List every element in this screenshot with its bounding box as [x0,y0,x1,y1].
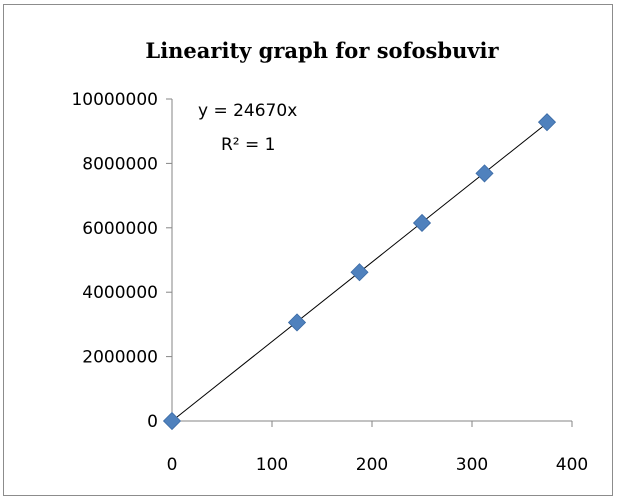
y-tick-label-2: 4000000 [82,283,158,303]
y-axis-ticks: 0 2000000 4000000 6000000 8000000 10000000 [71,90,172,432]
y-tick-label-0: 0 [147,412,158,432]
y-tick-label-4: 8000000 [82,154,158,174]
data-point-4 [475,164,494,183]
x-tick-label-4: 400 [556,455,588,475]
chart-area: Linearity graph for sofosbuvir 0 2000000 4… [3,4,613,496]
data-point-0 [162,411,182,431]
y-tick-label-3: 6000000 [82,219,158,239]
y-tick-label-1: 2000000 [82,348,158,368]
data-point-3 [412,213,432,233]
x-tick-label-0: 0 [167,455,178,475]
x-tick-label-2: 200 [356,455,388,475]
x-axis-ticks: 0 100 200 300 400 [167,421,588,475]
trendline-equation: y = 24670x [198,101,297,121]
data-point-5 [537,113,557,132]
y-tick-label-5: 10000000 [71,90,158,110]
chart-title: Linearity graph for sofosbuvir [145,38,499,63]
data-point-2 [350,263,369,282]
x-tick-label-3: 300 [456,455,488,475]
trendline-r-squared: R² = 1 [221,135,276,155]
x-tick-label-1: 100 [256,455,288,475]
data-points [162,113,557,431]
data-point-1 [287,313,307,332]
chart-svg: Linearity graph for sofosbuvir 0 2000000 4… [71,38,588,475]
